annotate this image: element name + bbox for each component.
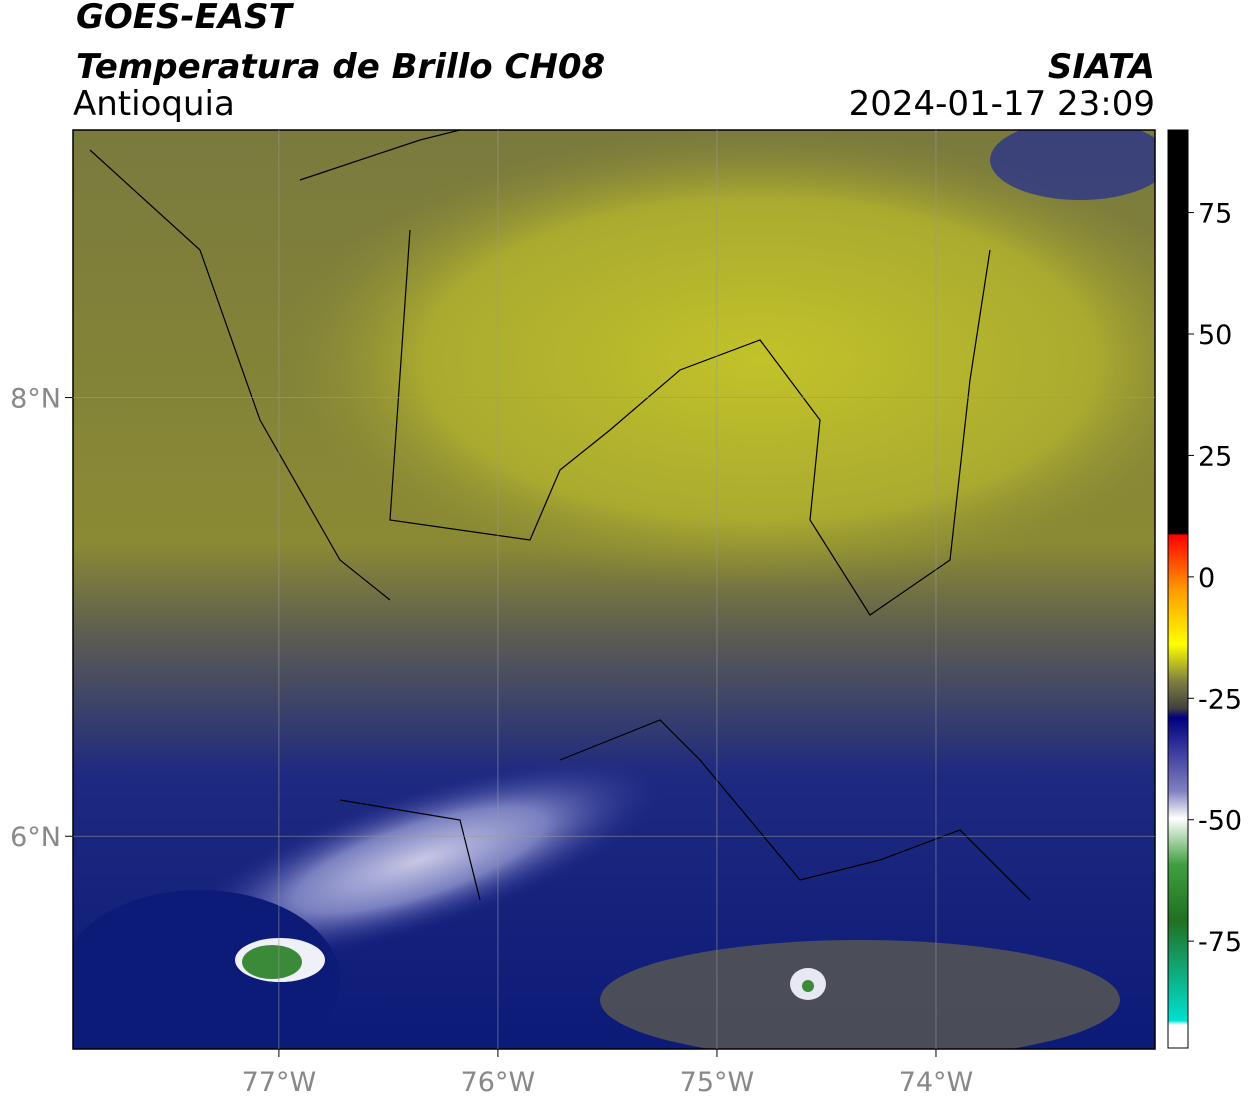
- brightness-field: [73, 130, 1155, 1049]
- colorbar-tick-label: -25: [1198, 684, 1242, 715]
- colorbar: [1167, 129, 1189, 1049]
- y-tick-label: 8°N: [10, 384, 61, 415]
- region: Antioquia: [73, 84, 235, 124]
- colorbar-tick-label: 75: [1198, 199, 1232, 230]
- timestamp: 2024-01-17 23:09: [849, 84, 1155, 124]
- source: SIATA: [1048, 47, 1155, 87]
- x-tick-label: 77°W: [242, 1067, 317, 1098]
- x-tick-label: 74°W: [899, 1067, 974, 1098]
- colorbar-tick-label: 0: [1198, 563, 1215, 594]
- title: GOES-EAST: [76, 0, 295, 37]
- subtitle: Temperatura de Brillo CH08: [76, 47, 605, 87]
- colorbar-tick-label: 25: [1198, 441, 1232, 472]
- x-tick-label: 76°W: [461, 1067, 536, 1098]
- y-tick-label: 6°N: [10, 822, 61, 853]
- colorbar-tick-label: -50: [1198, 806, 1242, 837]
- map-frame: [72, 129, 1156, 1050]
- x-tick-label: 75°W: [680, 1067, 755, 1098]
- colorbar-tick-label: -75: [1198, 927, 1242, 958]
- colorbar-tick-label: 50: [1198, 320, 1232, 351]
